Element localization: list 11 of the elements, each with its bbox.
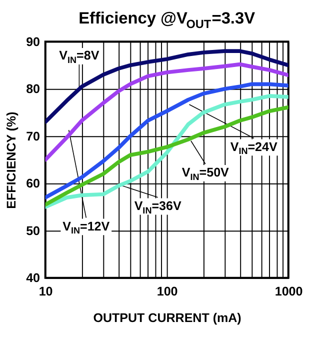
x-tick-label: 10 — [38, 284, 53, 299]
x-axis-title: OUTPUT CURRENT (mA) — [93, 310, 242, 325]
x-tick-label: 1000 — [274, 284, 303, 299]
y-tick-label: 80 — [26, 82, 40, 96]
y-axis-title: EFFICIENCY (%) — [4, 112, 18, 209]
y-tick-label: 70 — [26, 129, 40, 144]
y-tick-label: 60 — [26, 176, 40, 191]
y-tick-label: 40 — [26, 271, 40, 286]
x-tick-label: 100 — [156, 284, 178, 299]
y-tick-label: 50 — [26, 224, 40, 238]
y-tick-label: 90 — [26, 34, 40, 49]
